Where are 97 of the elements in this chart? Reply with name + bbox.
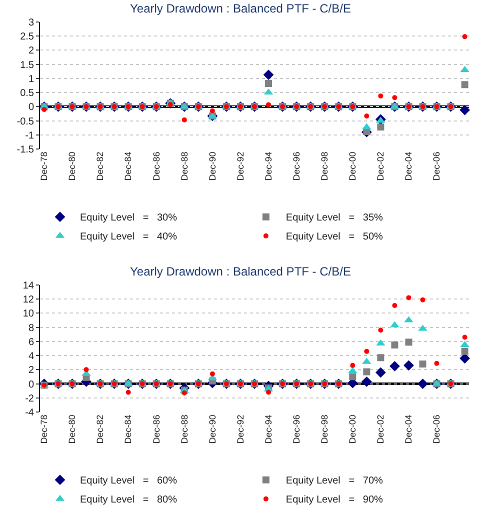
x-tick-label: Dec-84 bbox=[123, 414, 134, 444]
x-tick-label: Dec-80 bbox=[67, 152, 78, 181]
point bbox=[266, 390, 272, 395]
point bbox=[392, 302, 398, 308]
y-tick-label: -2 bbox=[25, 393, 34, 404]
point bbox=[462, 34, 468, 40]
legend-label: Equity Level = 80% bbox=[80, 494, 178, 506]
y-tick-label: -0.5 bbox=[16, 116, 34, 128]
legend-label: Equity Level = 60% bbox=[80, 476, 178, 487]
point bbox=[390, 360, 400, 372]
point bbox=[419, 360, 426, 368]
y-tick-label: 8 bbox=[28, 322, 34, 334]
chart-title: Yearly Drawdown : Balanced PTF - C/B/E bbox=[130, 1, 351, 16]
x-tick-label: Dec-04 bbox=[404, 414, 414, 444]
point bbox=[84, 367, 89, 372]
x-tick-label: Dec-00 bbox=[348, 152, 358, 181]
y-tick-label: 12 bbox=[22, 294, 34, 306]
point bbox=[460, 104, 470, 116]
y-tick-label: 0 bbox=[28, 379, 34, 390]
x-tick-label: Dec-86 bbox=[151, 152, 162, 181]
x-tick-label: Dec-94 bbox=[263, 152, 274, 181]
y-tick-label: -4 bbox=[25, 408, 34, 418]
x-tick-label: Dec-00 bbox=[348, 414, 358, 444]
x-tick-label: Dec-92 bbox=[235, 152, 246, 181]
y-tick-label: 1.5 bbox=[20, 60, 34, 71]
x-tick-label: Dec-90 bbox=[207, 152, 218, 181]
y-tick-label: 3 bbox=[28, 18, 34, 28]
y-tick-label: -1.5 bbox=[16, 144, 34, 156]
point bbox=[265, 80, 272, 88]
legend-label: Equity Level = 90% bbox=[286, 494, 384, 506]
point bbox=[460, 353, 470, 364]
x-tick-label: Dec-06 bbox=[432, 152, 442, 181]
y-tick-label: 14 bbox=[22, 280, 34, 292]
x-tick-label: Dec-94 bbox=[263, 414, 274, 444]
point bbox=[462, 334, 468, 340]
x-tick-label: Dec-02 bbox=[376, 414, 386, 444]
x-tick-label: Dec-82 bbox=[95, 152, 106, 181]
point bbox=[363, 368, 370, 376]
point bbox=[377, 123, 384, 130]
y-tick-label: 10 bbox=[22, 308, 34, 320]
legend-label: Equity Level = 40% bbox=[80, 232, 178, 243]
point bbox=[378, 328, 384, 333]
legend-label: Equity Level = 30% bbox=[80, 212, 178, 224]
x-tick-label: Dec-96 bbox=[291, 414, 302, 444]
x-tick-label: Dec-96 bbox=[291, 152, 302, 181]
point bbox=[391, 341, 398, 348]
x-tick-label: Dec-98 bbox=[320, 152, 330, 181]
legend-label: Equity Level = 35% bbox=[286, 212, 384, 224]
x-tick-label: Dec-92 bbox=[235, 414, 246, 444]
x-tick-label: Dec-78 bbox=[39, 414, 50, 444]
point bbox=[378, 93, 384, 98]
point bbox=[377, 354, 384, 362]
x-tick-label: Dec-04 bbox=[404, 152, 414, 181]
point bbox=[461, 348, 468, 355]
x-tick-label: Dec-88 bbox=[179, 152, 190, 181]
x-tick-label: Dec-86 bbox=[151, 414, 162, 444]
y-tick-label: 2 bbox=[28, 46, 34, 57]
y-tick-label: -1 bbox=[25, 130, 34, 142]
point bbox=[263, 70, 274, 80]
x-tick-label: Dec-84 bbox=[123, 152, 134, 181]
point bbox=[404, 360, 414, 371]
point bbox=[349, 373, 356, 380]
point bbox=[375, 367, 386, 378]
x-tick-label: Dec-06 bbox=[432, 414, 442, 444]
point bbox=[350, 362, 356, 368]
legend-label: Equity Level = 70% bbox=[286, 476, 384, 487]
x-tick-label: Dec-80 bbox=[67, 414, 78, 444]
point bbox=[182, 117, 187, 122]
x-tick-label: Dec-98 bbox=[320, 414, 330, 444]
point bbox=[418, 378, 428, 389]
point bbox=[434, 360, 440, 366]
point bbox=[210, 371, 215, 376]
y-tick-label: 1 bbox=[28, 74, 34, 85]
x-tick-label: Dec-78 bbox=[39, 152, 50, 181]
y-tick-label: 2.5 bbox=[20, 32, 34, 43]
y-tick-label: 2 bbox=[28, 365, 34, 376]
x-tick-label: Dec-90 bbox=[207, 414, 218, 444]
point bbox=[461, 81, 468, 88]
y-tick-label: 6 bbox=[28, 336, 34, 348]
point bbox=[210, 108, 215, 114]
chart-title: Yearly Drawdown : Balanced PTF - C/B/E bbox=[130, 264, 351, 278]
y-tick-label: 0 bbox=[28, 102, 34, 114]
point bbox=[126, 390, 131, 395]
point bbox=[405, 338, 412, 346]
point bbox=[364, 348, 370, 354]
y-tick-label: 4 bbox=[28, 351, 34, 362]
point bbox=[364, 113, 370, 118]
point bbox=[406, 295, 412, 300]
legend-label: Equity Level = 50% bbox=[286, 232, 384, 243]
x-tick-label: Dec-82 bbox=[95, 414, 106, 444]
point bbox=[361, 376, 372, 387]
point bbox=[392, 95, 398, 100]
point bbox=[266, 102, 272, 108]
y-tick-label: 0.5 bbox=[20, 88, 34, 100]
point bbox=[420, 297, 426, 302]
x-tick-label: Dec-02 bbox=[376, 152, 386, 181]
x-tick-label: Dec-88 bbox=[179, 414, 190, 444]
